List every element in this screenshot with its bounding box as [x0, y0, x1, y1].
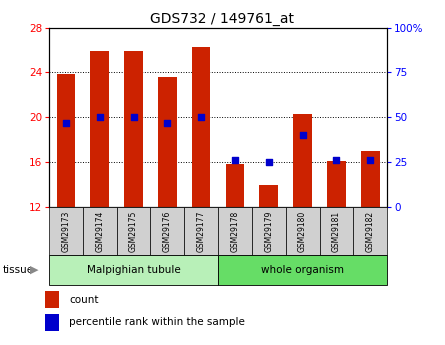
Bar [293, 114, 312, 207]
Text: ▶: ▶ [30, 265, 39, 275]
Point [299, 132, 306, 138]
Bar [49, 207, 83, 255]
Bar [150, 207, 184, 255]
Point [198, 115, 205, 120]
Bar [361, 151, 380, 207]
Bar [353, 207, 387, 255]
Point [231, 158, 239, 163]
Bar [286, 207, 320, 255]
Point [367, 158, 374, 163]
Bar [218, 255, 387, 285]
Point [130, 115, 137, 120]
Bar [90, 51, 109, 207]
Bar [44, 314, 59, 331]
Text: count: count [69, 295, 99, 305]
Bar [44, 291, 59, 308]
Text: percentile rank within the sample: percentile rank within the sample [69, 317, 245, 327]
Bar [252, 207, 286, 255]
Text: GSM29177: GSM29177 [197, 210, 206, 252]
Text: GSM29180: GSM29180 [298, 210, 307, 252]
Point [164, 120, 171, 126]
Text: GDS732 / 149761_at: GDS732 / 149761_at [150, 12, 295, 26]
Text: GSM29174: GSM29174 [95, 210, 104, 252]
Text: Malpighian tubule: Malpighian tubule [87, 265, 180, 275]
Bar [259, 185, 278, 207]
Bar [124, 51, 143, 207]
Bar [83, 207, 117, 255]
Bar [57, 73, 75, 207]
Text: GSM29181: GSM29181 [332, 210, 341, 252]
Bar [158, 77, 177, 207]
Point [333, 158, 340, 163]
Text: GSM29175: GSM29175 [129, 210, 138, 252]
Bar [117, 207, 150, 255]
Text: GSM29182: GSM29182 [366, 210, 375, 252]
Text: GSM29173: GSM29173 [61, 210, 70, 252]
Text: GSM29179: GSM29179 [264, 210, 273, 252]
Bar [218, 207, 252, 255]
Text: GSM29178: GSM29178 [231, 210, 239, 252]
Point [62, 120, 69, 126]
Bar [49, 255, 218, 285]
Text: tissue: tissue [2, 265, 33, 275]
Text: whole organism: whole organism [261, 265, 344, 275]
Bar [184, 207, 218, 255]
Text: GSM29176: GSM29176 [163, 210, 172, 252]
Bar [226, 164, 244, 207]
Bar [327, 161, 346, 207]
Bar [320, 207, 353, 255]
Bar [192, 47, 210, 207]
Point [265, 159, 272, 165]
Point [96, 115, 103, 120]
